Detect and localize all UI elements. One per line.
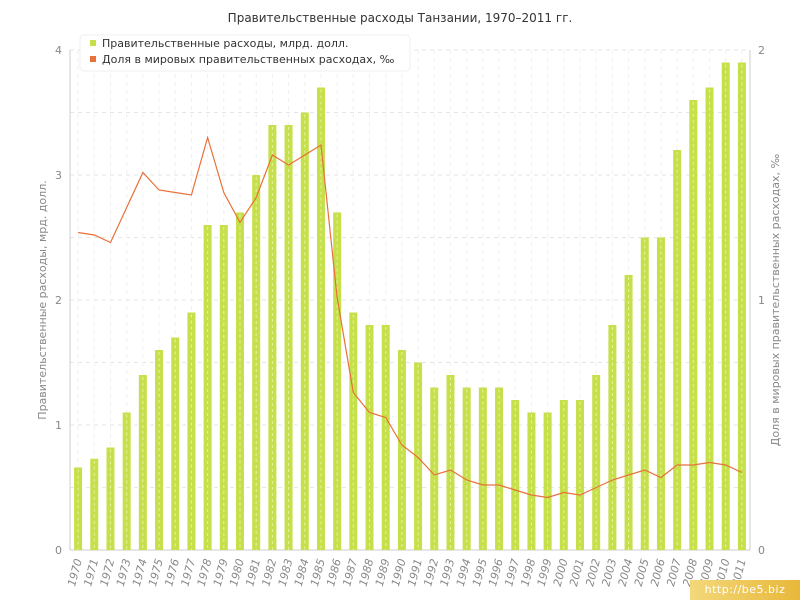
y-tick-label: 4 xyxy=(55,44,62,57)
line-series xyxy=(78,135,743,499)
legend-box xyxy=(79,34,411,72)
share-line xyxy=(78,135,743,499)
legend: Правительственные расходы, млрд. долл. Д… xyxy=(79,34,411,72)
bar xyxy=(252,175,261,550)
legend-swatch-bars xyxy=(90,40,96,46)
y-axis-ticks: 0 1 2 3 4 xyxy=(55,44,62,557)
y2-tick-label: 1 xyxy=(758,294,765,307)
y2-axis-label: Доля в мировых правительственных расхода… xyxy=(769,154,782,447)
axes xyxy=(69,50,751,551)
y2-tick-label: 0 xyxy=(758,544,765,557)
legend-label-line: Доля в мировых правительственных расхода… xyxy=(102,53,395,66)
y-tick-label: 0 xyxy=(55,544,62,557)
chart-title: Правительственные расходы Танзании, 1970… xyxy=(228,11,573,25)
bar xyxy=(74,467,83,550)
bar xyxy=(236,212,244,550)
bar xyxy=(640,237,649,550)
y2-tick-label: 2 xyxy=(758,44,765,57)
legend-swatch-line xyxy=(90,56,96,62)
y-tick-label: 1 xyxy=(55,419,62,432)
y-tick-label: 2 xyxy=(55,294,62,307)
y2-axis-ticks: 0 1 2 xyxy=(758,44,765,557)
bar xyxy=(333,212,342,550)
y-axis-label: Правительственные расходы, мрд. долл. xyxy=(36,180,49,419)
bar xyxy=(203,225,212,550)
legend-label-bars: Правительственные расходы, млрд. долл. xyxy=(102,37,348,50)
y-tick-label: 3 xyxy=(55,169,62,182)
watermark: http://be5.biz xyxy=(690,580,800,600)
bar-series xyxy=(74,62,746,550)
bar xyxy=(624,275,633,550)
bar xyxy=(656,237,665,550)
x-axis-ticks: 1970197119721973197419751976197719781979… xyxy=(65,557,749,587)
bar xyxy=(219,225,228,550)
